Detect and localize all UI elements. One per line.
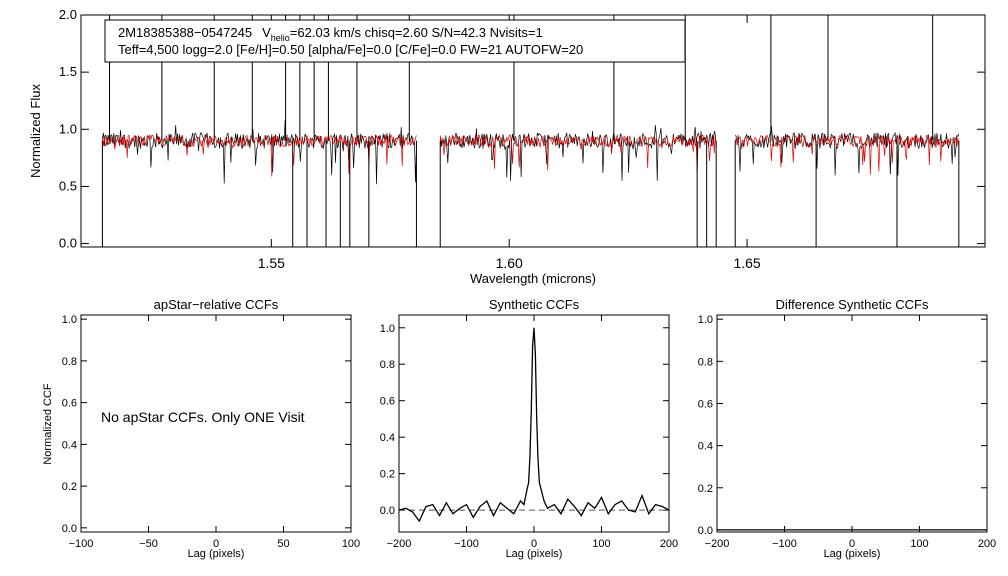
apstar-ccf-panel: apStar−relative CCFs −100 −50 0 50 100 0.0 0.2… (42, 297, 360, 560)
y-tick-label: 0.0 (62, 523, 77, 535)
y-tick-label: 1.0 (62, 314, 77, 326)
x-tick-label: −100 (69, 538, 94, 550)
y-tick-label: 0.0 (380, 505, 395, 517)
synthetic-ccf-line (398, 327, 670, 523)
x-tick-label: −200 (705, 538, 730, 550)
y-tick-label: 1.0 (698, 314, 713, 326)
apstar-ccf-ticks: −100 −50 0 50 100 0.0 0.2 0.4 0.6 0.8 1.0 (62, 314, 360, 550)
info-line-1: 2M18385388−0547245 Vhelio=62.03 km/s chis… (118, 25, 543, 43)
info-line-2: Teff=4,500 logg=2.0 [Fe/H]=0.50 [alpha/F… (118, 42, 583, 57)
x-tick-label: 0 (531, 538, 537, 550)
y-tick-label: 0.6 (380, 396, 395, 408)
star-id: 2M18385388−0547245 (118, 25, 252, 40)
x-tick-label: 200 (978, 538, 996, 550)
v-subscript: helio (271, 33, 290, 43)
synthetic-ccf-panel: Synthetic CCFs −200 −100 0 100 200 0.0 0.2 0.4 0… (380, 297, 678, 560)
info-box-frame (104, 19, 686, 63)
difference-ccf-ticks: −200 −100 0 100 200 0.0 0.2 0.4 0.6 0.8 1.0 (698, 314, 996, 550)
y-tick-label: 0.8 (380, 359, 395, 371)
x-tick-label: 100 (342, 538, 360, 550)
x-tick-label: 1.55 (258, 255, 285, 271)
spectrum-ylabel: Normalized Flux (28, 84, 43, 178)
difference-ccf-xlabel: Lag (pixels) (824, 548, 881, 560)
observed-spectrum-line (102, 120, 960, 185)
y-tick-label: 0.4 (698, 441, 713, 453)
star-params: =62.03 km/s chisq=2.60 S/N=42.3 Nvisits=… (290, 25, 543, 40)
x-tick-label: 0 (213, 538, 219, 550)
info-box: 2M18385388−0547245 Vhelio=62.03 km/s chis… (104, 19, 686, 63)
x-tick-label: 50 (277, 538, 289, 550)
spectrum-frame (80, 14, 986, 248)
difference-ccf-title: Difference Synthetic CCFs (776, 297, 929, 312)
x-tick-label: 0 (849, 538, 855, 550)
apstar-ccf-ylabel: Normalized CCF (42, 383, 54, 465)
spectrum-ticks: 1.55 1.60 1.65 0.0 0.5 1.0 1.5 2.0 (59, 7, 985, 271)
x-tick-label: −100 (454, 538, 479, 550)
y-tick-label: 0.2 (698, 483, 713, 495)
y-tick-label: 0.4 (380, 432, 395, 444)
x-tick-label: 100 (910, 538, 928, 550)
y-tick-label: 1.5 (59, 64, 77, 79)
model-spectrum-line (102, 133, 960, 177)
y-tick-label: 0.6 (62, 398, 77, 410)
x-tick-label: 1.60 (496, 255, 523, 271)
x-tick-label: −100 (772, 538, 797, 550)
spectrum-lines (101, 15, 960, 247)
difference-ccf-panel: Difference Synthetic CCFs −200 −100 0 100 20… (698, 297, 996, 560)
apstar-ccf-annotation: No apStar CCFs. Only ONE Visit (101, 409, 305, 425)
y-tick-label: 0.0 (698, 525, 713, 537)
synthetic-ccf-xlabel: Lag (pixels) (506, 548, 563, 560)
x-tick-label: −200 (387, 538, 412, 550)
apstar-ccf-xlabel: Lag (pixels) (188, 548, 245, 560)
v-label: V (262, 25, 271, 40)
y-tick-label: 0.8 (698, 356, 713, 368)
y-tick-label: 0.6 (698, 398, 713, 410)
y-tick-label: 1.0 (59, 121, 77, 136)
y-tick-label: 0.8 (62, 356, 77, 368)
x-tick-label: 1.65 (733, 255, 760, 271)
synthetic-ccf-frame (398, 314, 670, 533)
spectrum-xlabel: Wavelength (microns) (470, 271, 596, 286)
y-tick-label: 2.0 (59, 7, 77, 22)
y-tick-label: 0.0 (59, 236, 77, 251)
x-tick-label: −50 (139, 538, 158, 550)
x-tick-label: 100 (592, 538, 610, 550)
x-tick-label: 200 (660, 538, 678, 550)
apstar-ccf-title: apStar−relative CCFs (154, 297, 279, 312)
y-tick-label: 0.2 (62, 481, 77, 493)
spectrum-panel: 1.55 1.60 1.65 0.0 0.5 1.0 1.5 2.0 Wavelength (… (28, 7, 986, 286)
synthetic-ccf-ticks: −200 −100 0 100 200 0.0 0.2 0.4 0.6 0.8 1.0 (380, 315, 678, 550)
y-tick-label: 0.2 (380, 469, 395, 481)
difference-ccf-frame (716, 314, 988, 533)
y-tick-label: 0.5 (59, 178, 77, 193)
y-tick-label: 0.4 (62, 439, 77, 451)
synthetic-ccf-title: Synthetic CCFs (489, 297, 580, 312)
y-tick-label: 1.0 (380, 323, 395, 335)
